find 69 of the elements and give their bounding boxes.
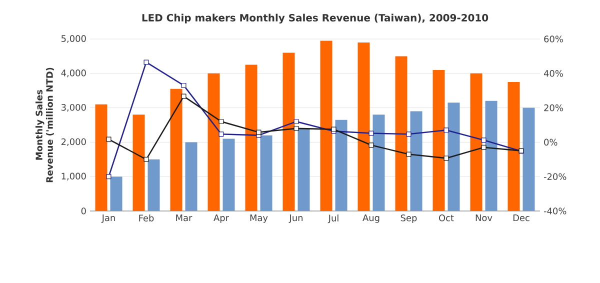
point <box>294 126 299 131</box>
bar <box>185 142 198 211</box>
point <box>218 119 224 124</box>
y-tick-label: 1,000 <box>62 172 86 180</box>
x-tick-label: May <box>250 214 268 223</box>
y2-tick-label: 0% <box>544 138 558 146</box>
bar <box>485 100 498 211</box>
point <box>444 128 449 133</box>
point <box>144 156 149 162</box>
y-axis-title: Monthly Sales Revenue ('million NTD) <box>36 68 54 182</box>
bar <box>320 40 332 211</box>
bar <box>260 135 272 211</box>
point <box>218 132 224 137</box>
x-tick-label: Sep <box>400 214 417 224</box>
point <box>406 132 412 137</box>
bar <box>110 176 122 211</box>
bar <box>508 82 520 211</box>
y-tick-label: 4,000 <box>61 70 86 78</box>
point <box>481 144 486 150</box>
point <box>368 142 374 148</box>
x-tick-label: Apr <box>214 214 230 223</box>
x-tick-label: Mar <box>176 214 192 222</box>
x-tick-label: Jun <box>288 214 302 223</box>
point <box>368 130 374 136</box>
bar <box>372 114 385 211</box>
bar <box>448 102 460 211</box>
y-tick-label: 5,000 <box>62 35 86 43</box>
bar <box>432 70 445 211</box>
x-tick-label: Nov <box>476 214 492 222</box>
bar <box>335 120 348 211</box>
point <box>144 60 149 65</box>
bar <box>522 108 535 211</box>
y-tick-label: 0 <box>81 208 86 214</box>
point <box>481 138 486 143</box>
bar <box>358 42 370 211</box>
point <box>256 130 262 135</box>
point <box>106 136 112 142</box>
y-tick-label: 2,000 <box>61 138 86 146</box>
bar <box>410 111 422 211</box>
y2-tick-label: 40% <box>544 70 563 77</box>
point <box>181 94 186 99</box>
x-tick-label: Feb <box>139 214 154 222</box>
bar <box>298 128 310 211</box>
chart-title: LED Chip makers Monthly Sales Revenue (Taiwan), 2009-2010 <box>142 14 488 24</box>
x-tick-label: Oct <box>439 214 454 222</box>
bar <box>208 73 220 211</box>
y2-tick-label: -20% <box>544 173 566 180</box>
bar <box>170 88 182 211</box>
x-tick-label: Dec <box>513 214 530 222</box>
point <box>181 82 186 88</box>
x-tick-label: Aug <box>362 214 380 223</box>
y2-tick-label: 20% <box>544 104 563 112</box>
bar <box>245 64 258 211</box>
point <box>106 174 112 180</box>
bar <box>222 138 235 211</box>
bar <box>470 73 482 211</box>
bar <box>395 56 408 211</box>
y2-tick-label: 60% <box>544 36 563 42</box>
x-tick-label: Jul <box>328 214 338 224</box>
point <box>294 119 299 124</box>
x-tick-label: Jan <box>101 214 115 223</box>
bar <box>282 52 295 211</box>
y2-tick-label: -40% <box>544 208 566 214</box>
bar <box>95 104 108 211</box>
bar <box>148 159 160 211</box>
y-tick-label: 3,000 <box>62 104 86 112</box>
point <box>406 152 412 157</box>
point <box>444 156 449 161</box>
bar <box>132 114 145 211</box>
